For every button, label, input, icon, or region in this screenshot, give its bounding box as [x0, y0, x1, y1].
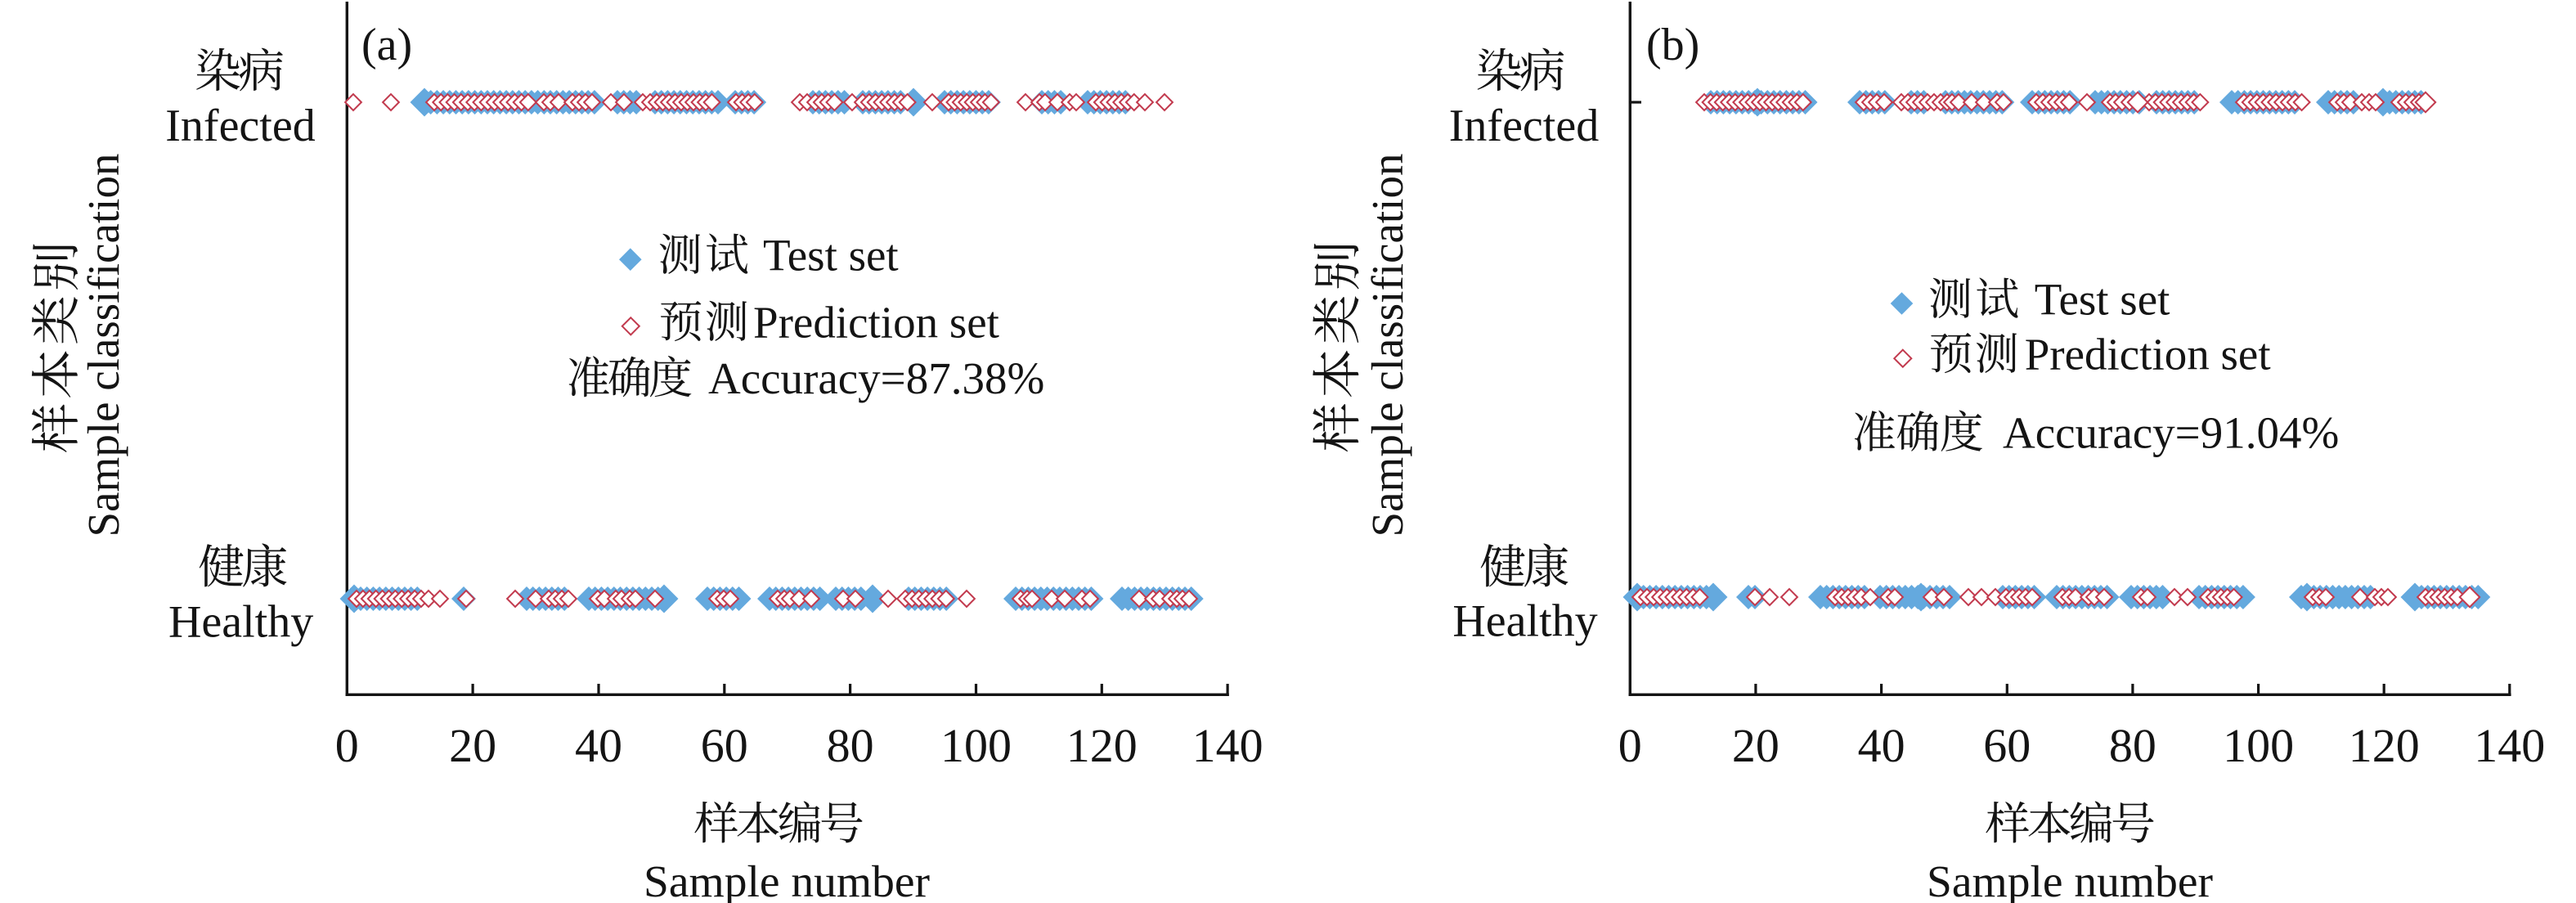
- svg-text:Sample classification: Sample classification: [79, 154, 128, 537]
- svg-text:140: 140: [1192, 719, 1263, 772]
- svg-text:Accuracy=91.04%: Accuracy=91.04%: [2003, 408, 2339, 458]
- svg-text:20: 20: [1732, 719, 1779, 772]
- svg-text:Prediction set: Prediction set: [2025, 330, 2271, 380]
- svg-text:120: 120: [1066, 719, 1138, 772]
- svg-text:Sample number: Sample number: [1927, 857, 2213, 903]
- svg-text:0: 0: [1618, 719, 1642, 772]
- svg-text:140: 140: [2474, 719, 2545, 772]
- svg-text:60: 60: [1983, 719, 2031, 772]
- svg-text:80: 80: [827, 719, 874, 772]
- svg-text:0: 0: [335, 719, 359, 772]
- svg-text:40: 40: [575, 719, 622, 772]
- svg-text:Accuracy=87.38%: Accuracy=87.38%: [708, 353, 1044, 403]
- svg-text:Prediction set: Prediction set: [753, 298, 999, 348]
- svg-text:100: 100: [940, 719, 1012, 772]
- svg-text:Test set: Test set: [763, 231, 899, 281]
- svg-text:120: 120: [2349, 719, 2420, 772]
- svg-text:Infected: Infected: [1449, 101, 1599, 151]
- svg-text:Sample number: Sample number: [644, 857, 930, 903]
- svg-text:80: 80: [2109, 719, 2156, 772]
- svg-text:(a): (a): [361, 20, 412, 70]
- svg-text:Healthy: Healthy: [168, 597, 313, 648]
- svg-text:Healthy: Healthy: [1452, 596, 1597, 647]
- svg-text:Infected: Infected: [165, 101, 315, 151]
- svg-text:Sample classification: Sample classification: [1362, 154, 1412, 537]
- svg-text:(b): (b): [1646, 20, 1699, 70]
- svg-text:100: 100: [2223, 719, 2294, 772]
- svg-text:20: 20: [449, 719, 496, 772]
- svg-text:40: 40: [1858, 719, 1905, 772]
- svg-text:Test set: Test set: [2035, 275, 2170, 325]
- svg-text:60: 60: [701, 719, 748, 772]
